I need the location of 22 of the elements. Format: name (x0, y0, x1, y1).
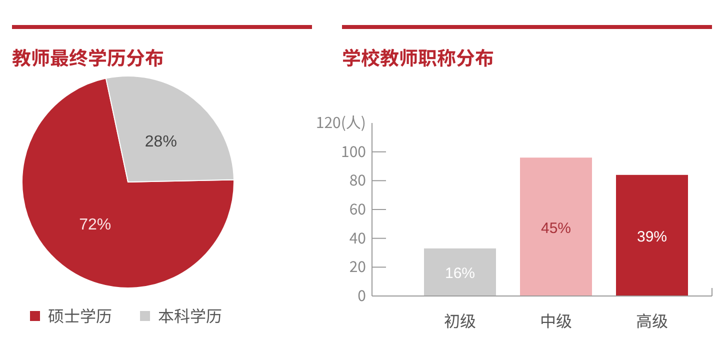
y-tick-label: 80 (349, 170, 366, 191)
y-tick-label: 40 (349, 227, 366, 248)
y-tick-label: 20 (349, 256, 366, 278)
bar (616, 174, 688, 296)
bar (424, 248, 496, 296)
x-tick-label: 初级 (444, 308, 476, 332)
data-label: 28% (144, 133, 177, 150)
bar (520, 158, 592, 296)
annotation: 45% (540, 220, 572, 237)
y-tick-label: 120(人) (316, 112, 366, 133)
x-tick-label: 中级 (540, 308, 572, 332)
chart-title: 学校教师职称分布 (342, 44, 494, 71)
data-label: 72% (79, 216, 112, 234)
pie-slice (22, 78, 234, 288)
annotation: 39% (636, 228, 668, 246)
chart-title: 教师最终学历分布 (12, 44, 164, 71)
y-tick-label: 0 (358, 285, 366, 306)
y-tick-label: 100 (341, 140, 366, 162)
legend-label: 本科学历 (158, 303, 222, 327)
legend-label: 硕士学历 (48, 303, 112, 327)
x-tick-label: 高级 (636, 308, 668, 332)
y-tick-label: 60 (349, 198, 366, 220)
